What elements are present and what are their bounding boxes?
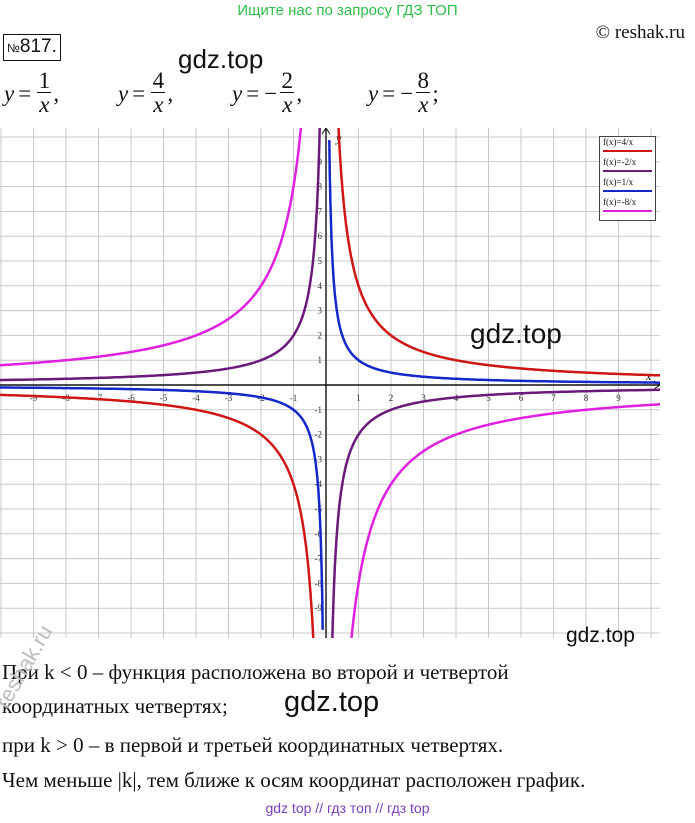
y-tick-label: 8: [318, 182, 323, 192]
legend-swatch: [603, 210, 652, 212]
hyperbola-chart: xy -9 -8 -7 -6 -5 -4 -3 -2 -1 1 2 3 4 5 6 7 8 9-9-8-7-6-5…: [0, 128, 660, 638]
denominator: x: [151, 92, 166, 117]
formula-tail: ,: [53, 80, 60, 106]
y-tick-label: 5: [318, 256, 323, 266]
chart-legend: f(x)=4/x f(x)=-2/x f(x)=1/x f(x)=-8/x: [599, 136, 656, 221]
x-tick-label: 5: [486, 393, 491, 403]
watermark: gdz.top: [566, 624, 635, 647]
y-axis-arrow: [321, 128, 331, 135]
denominator: x: [37, 92, 52, 117]
denominator: x: [280, 92, 295, 117]
legend-swatch: [603, 170, 652, 172]
x-tick-label: 2: [389, 393, 394, 403]
legend-item: f(x)=4/x: [600, 137, 655, 157]
series-line: [350, 403, 660, 638]
numerator: 4: [152, 68, 165, 93]
y-tick-label: -6: [315, 529, 323, 539]
formula-tail: ,: [296, 80, 303, 106]
chart-curves: [0, 128, 660, 638]
y-tick-label: 4: [318, 281, 323, 291]
task-number-value: 817.: [19, 36, 57, 57]
series-line: [331, 388, 660, 638]
y-tick-label: 2: [318, 330, 323, 340]
series-line: [0, 128, 321, 382]
formula-eq: =: [132, 80, 146, 106]
y-tick-label: 1: [318, 355, 323, 365]
legend-label: f(x)=4/x: [603, 137, 634, 147]
x-tick-label: 8: [584, 393, 589, 403]
x-tick-label: -5: [160, 393, 168, 403]
y-tick-label: -1: [315, 405, 323, 415]
legend-item: f(x)=-2/x: [600, 157, 655, 177]
formula-lhs: y: [4, 80, 15, 106]
x-tick-label: 7: [551, 393, 556, 403]
y-tick-label: -2: [315, 430, 323, 440]
formula-tail: ,: [167, 80, 174, 106]
formula-tail: ;: [432, 80, 439, 106]
x-tick-label: -9: [30, 393, 38, 403]
formula-lhs: y: [118, 80, 129, 106]
y-tick-label: -9: [315, 603, 323, 613]
watermark: gdz.top: [470, 318, 562, 349]
formula-eq: =: [18, 80, 32, 106]
legend-item: f(x)=1/x: [600, 177, 655, 197]
legend-label: f(x)=1/x: [603, 177, 634, 187]
formula-lhs: y: [368, 80, 379, 106]
watermark: gdz.top: [284, 686, 380, 718]
y-tick-label: -7: [315, 554, 323, 564]
text-line-2: координатных четвертях;: [2, 694, 228, 718]
x-tick-label: -1: [290, 393, 298, 403]
legend-label: f(x)=-2/x: [603, 157, 637, 167]
y-tick-label: -3: [315, 454, 323, 464]
formula-eq: =: [382, 80, 396, 106]
text-line-3: при k > 0 – в первой и третьей координат…: [2, 733, 504, 757]
legend-label: f(x)=-8/x: [603, 197, 637, 207]
legend-swatch: [603, 150, 652, 152]
y-tick-label: 7: [318, 206, 323, 216]
y-tick-label: 3: [318, 306, 323, 316]
legend-swatch: [603, 190, 652, 192]
denominator: x: [416, 92, 431, 117]
numerator: 8: [417, 68, 430, 93]
formula-sign: −: [264, 80, 278, 106]
top-banner: Ищите нас по запросу ГДЗ ТОП: [237, 2, 458, 19]
series-line: [328, 140, 660, 384]
text-line-1: При k < 0 – функция расположена во второ…: [2, 660, 509, 684]
site-credit: © reshak.ru: [595, 22, 685, 43]
formula-lhs: y: [232, 80, 243, 106]
formula-sign: −: [400, 80, 414, 106]
text-line-4: Чем меньше |k|, тем ближе к осям координ…: [2, 768, 586, 792]
y-tick-label: 6: [318, 231, 323, 241]
task-number: №817.: [3, 34, 61, 61]
x-tick-label: -6: [127, 393, 135, 403]
x-tick-label: 3: [421, 393, 426, 403]
x-tick-label: 6: [519, 393, 524, 403]
numerator: 1: [38, 68, 51, 93]
x-tick-label: -3: [225, 393, 233, 403]
series-line: [0, 386, 324, 630]
x-tick-label: -4: [192, 393, 200, 403]
series-line: [0, 128, 303, 367]
footer: gdz top // гдз топ // гдз top: [265, 800, 430, 816]
y-tick-label: -8: [315, 578, 323, 588]
series-line: [337, 128, 660, 377]
formula-eq: =: [246, 80, 260, 106]
series-line: [0, 393, 315, 638]
watermark: gdz.top: [178, 44, 264, 74]
x-tick-label: 1: [356, 393, 361, 403]
x-tick-label: 9: [616, 393, 621, 403]
number-sign: №: [7, 41, 20, 55]
numerator: 2: [281, 68, 294, 93]
legend-item: f(x)=-8/x: [600, 197, 655, 217]
